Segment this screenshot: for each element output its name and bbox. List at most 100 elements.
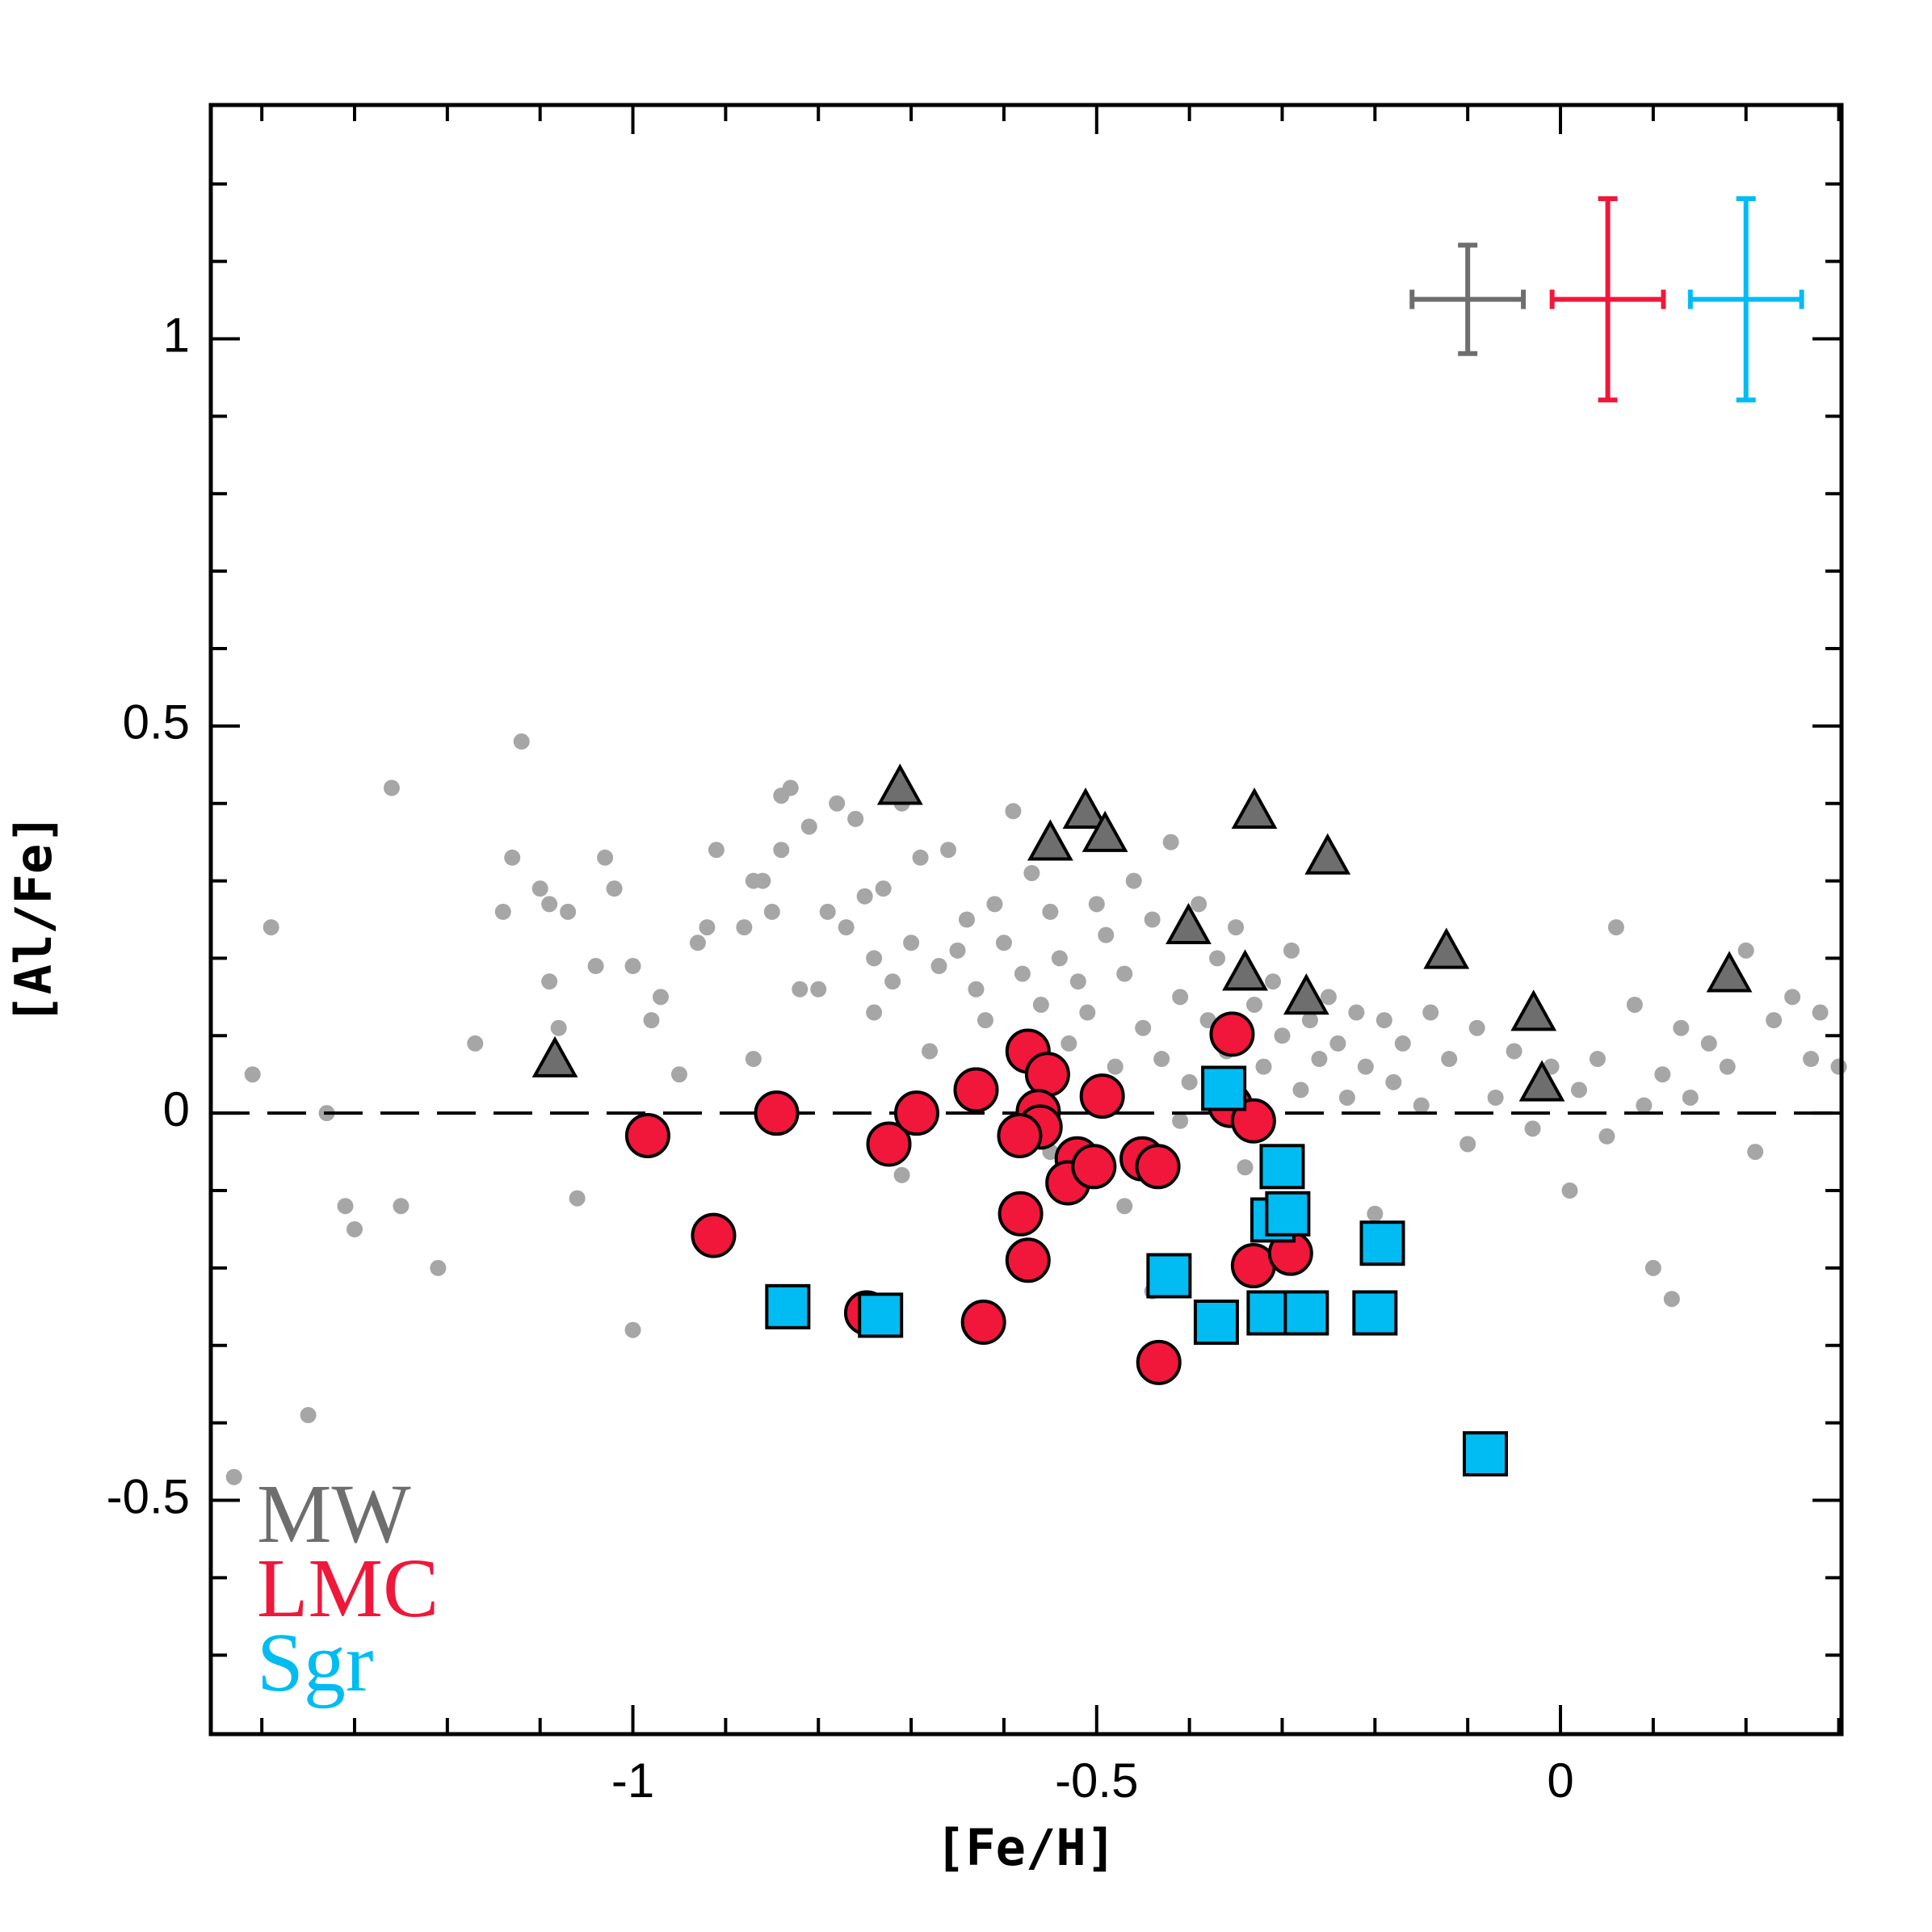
mw-field-star	[1376, 1012, 1392, 1029]
triangle-marker	[1518, 1060, 1565, 1102]
mw-field-star	[922, 1043, 939, 1060]
mw-field-star	[1162, 834, 1179, 850]
mw-field-star	[1460, 1136, 1476, 1153]
square-marker	[1462, 1430, 1508, 1476]
mw-field-star	[1172, 1112, 1189, 1129]
mw-field-star	[1394, 1035, 1411, 1052]
circle-marker	[998, 1191, 1044, 1237]
mw-field-star	[337, 1198, 354, 1215]
mw-field-star	[1673, 1019, 1690, 1036]
mw-field-star	[624, 1321, 641, 1338]
mw-field-star	[393, 1198, 410, 1215]
square-marker	[1265, 1191, 1311, 1237]
circle-marker	[866, 1121, 912, 1167]
mw-field-star	[1830, 1058, 1847, 1075]
mw-field-star	[810, 981, 827, 998]
square-marker	[1201, 1065, 1247, 1111]
mw-field-star	[1079, 1004, 1096, 1021]
circle-marker	[1136, 1339, 1182, 1385]
mw-field-star	[504, 849, 521, 866]
circle-marker	[1079, 1073, 1125, 1119]
mw-field-star	[1737, 942, 1754, 959]
mw-field-star	[1385, 1073, 1402, 1090]
triangle-marker	[1231, 788, 1278, 830]
triangle-marker	[1423, 927, 1470, 969]
mw-field-star	[1088, 896, 1105, 913]
mw-field-star	[838, 919, 855, 936]
circle-marker	[953, 1067, 999, 1113]
circle-marker	[960, 1299, 1006, 1345]
mw-field-star	[1301, 1012, 1318, 1029]
circle-marker	[754, 1090, 800, 1136]
mw-field-star	[1607, 919, 1624, 936]
mw-field-star	[819, 903, 836, 920]
mw-field-star	[225, 1468, 242, 1485]
mw-field-star	[643, 1012, 660, 1029]
mw-field-star	[513, 733, 530, 750]
y-tick-label: -0.5	[107, 1469, 190, 1523]
mw-field-star	[940, 842, 957, 859]
square-marker	[1146, 1253, 1192, 1299]
triangle-marker	[1062, 788, 1109, 830]
mw-field-star	[800, 818, 817, 835]
y-axis-label: [Al/Fe]	[4, 813, 63, 1024]
mw-field-star	[930, 958, 947, 975]
mw-field-star	[1060, 1035, 1077, 1052]
mw-field-star	[773, 842, 790, 859]
circle-marker	[1071, 1144, 1117, 1190]
mw-field-star	[1042, 903, 1059, 920]
mw-field-star	[689, 934, 706, 951]
mw-field-star	[1032, 996, 1049, 1013]
mw-field-star	[893, 1166, 910, 1183]
mw-field-star	[1144, 911, 1161, 928]
mw-field-star	[1311, 1051, 1328, 1068]
triangle-marker	[1166, 902, 1212, 945]
mw-field-star	[708, 842, 724, 859]
square-marker	[1193, 1299, 1239, 1345]
mw-field-star	[699, 919, 716, 936]
mw-field-star	[1784, 989, 1801, 1006]
triangle-marker	[1222, 949, 1268, 991]
triangle-marker	[1510, 989, 1557, 1031]
mw-field-star	[1654, 1066, 1671, 1083]
circle-marker	[624, 1112, 670, 1158]
mw-field-star	[875, 880, 892, 897]
mw-field-star	[1135, 1019, 1152, 1036]
plot-frame	[208, 103, 1844, 1737]
mw-field-star	[1014, 965, 1031, 982]
mw-field-star	[1228, 919, 1245, 936]
legend-entry: LMC	[257, 1542, 439, 1635]
mw-field-star	[866, 1004, 883, 1021]
mw-field-star	[597, 849, 614, 866]
mw-field-star	[1098, 926, 1115, 943]
circle-marker	[893, 1090, 939, 1136]
mw-field-star	[550, 1019, 567, 1036]
mw-field-star	[1367, 1205, 1384, 1222]
mw-field-star	[300, 1407, 317, 1424]
square-marker	[1283, 1290, 1329, 1336]
circle-marker	[1024, 1052, 1070, 1098]
mw-field-star	[541, 896, 558, 913]
mw-field-star	[1636, 1097, 1653, 1114]
mw-field-star	[1700, 1035, 1717, 1052]
mw-field-star	[624, 958, 641, 975]
mw-field-star	[1803, 1051, 1820, 1068]
mw-field-star	[1116, 965, 1133, 982]
mw-field-star	[782, 779, 799, 796]
x-axis-label: [Fe/H]	[935, 1818, 1116, 1877]
mw-field-star	[1441, 1051, 1458, 1068]
mw-field-star	[1422, 1004, 1439, 1021]
mw-field-star	[430, 1259, 447, 1276]
mw-field-star	[1237, 1159, 1254, 1176]
mw-field-star	[1598, 1128, 1615, 1144]
square-marker	[1259, 1144, 1305, 1190]
y-tick-label: 1	[163, 308, 190, 362]
mw-field-star	[1719, 1058, 1736, 1075]
mw-field-star	[1051, 950, 1068, 967]
mw-field-star	[866, 950, 883, 967]
legend-entry: MW	[257, 1468, 411, 1560]
x-tick-label: 0	[1547, 1754, 1573, 1808]
mw-field-star	[949, 942, 966, 959]
mw-field-star	[569, 1190, 586, 1207]
